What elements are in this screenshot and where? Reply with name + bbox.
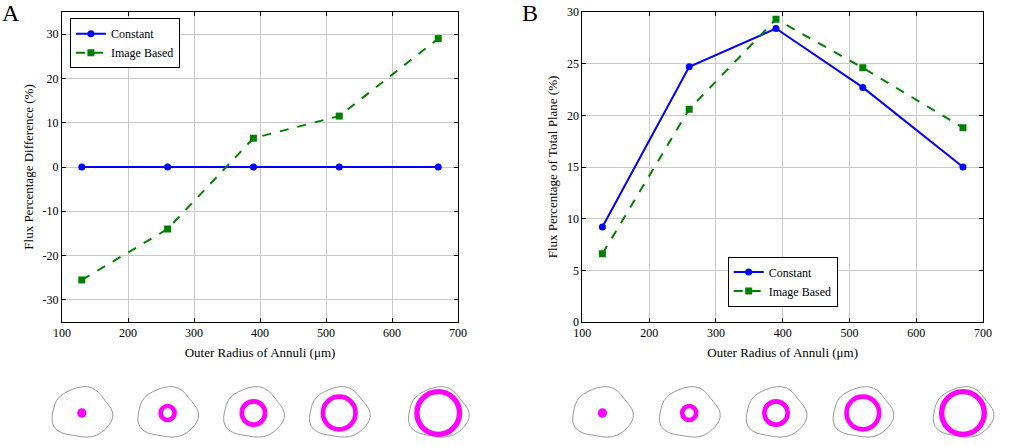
svg-text:400: 400 bbox=[251, 326, 269, 340]
svg-text:-30: -30 bbox=[43, 293, 59, 307]
svg-text:600: 600 bbox=[383, 326, 401, 340]
svg-text:Image Based: Image Based bbox=[769, 285, 831, 299]
svg-text:Constant: Constant bbox=[769, 266, 812, 280]
svg-text:0: 0 bbox=[53, 160, 59, 174]
svg-text:700: 700 bbox=[449, 326, 467, 340]
svg-text:300: 300 bbox=[185, 326, 203, 340]
html-text:A: A bbox=[2, 0, 20, 26]
svg-text:400: 400 bbox=[774, 326, 792, 340]
svg-text:Flux Percentage of Total Plane: Flux Percentage of Total Plane (%) bbox=[545, 76, 560, 259]
svg-text:10: 10 bbox=[567, 212, 579, 226]
svg-text:Outer Radius of Annuli (μm): Outer Radius of Annuli (μm) bbox=[707, 345, 858, 360]
svg-text:30: 30 bbox=[47, 27, 59, 41]
svg-text:Image Based: Image Based bbox=[111, 46, 173, 60]
svg-text:700: 700 bbox=[974, 326, 992, 340]
svg-text:200: 200 bbox=[119, 326, 137, 340]
svg-text:500: 500 bbox=[840, 326, 858, 340]
svg-text:Outer Radius of Annuli (μm): Outer Radius of Annuli (μm) bbox=[185, 345, 336, 360]
svg-text:5: 5 bbox=[573, 264, 579, 278]
svg-text:10: 10 bbox=[47, 116, 59, 130]
svg-text:Flux Percentage Difference (%): Flux Percentage Difference (%) bbox=[21, 84, 36, 249]
svg-text:100: 100 bbox=[53, 326, 71, 340]
svg-text:100: 100 bbox=[573, 326, 591, 340]
svg-text:0: 0 bbox=[573, 315, 579, 329]
svg-text:-10: -10 bbox=[43, 204, 59, 218]
svg-text:25: 25 bbox=[567, 57, 579, 71]
svg-text:Constant: Constant bbox=[111, 27, 154, 41]
svg-text:600: 600 bbox=[907, 326, 925, 340]
svg-text:200: 200 bbox=[640, 326, 658, 340]
svg-text:500: 500 bbox=[317, 326, 335, 340]
svg-text:-20: -20 bbox=[43, 249, 59, 263]
svg-text:15: 15 bbox=[567, 160, 579, 174]
svg-text:30: 30 bbox=[567, 5, 579, 19]
svg-text:20: 20 bbox=[47, 72, 59, 86]
svg-text:20: 20 bbox=[567, 109, 579, 123]
svg-text:300: 300 bbox=[707, 326, 725, 340]
html-text:B: B bbox=[522, 0, 538, 26]
